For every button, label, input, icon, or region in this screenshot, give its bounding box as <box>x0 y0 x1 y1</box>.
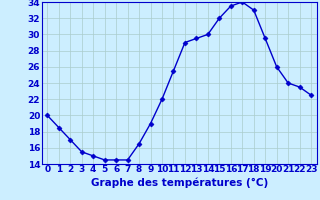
X-axis label: Graphe des températures (°C): Graphe des températures (°C) <box>91 177 268 188</box>
